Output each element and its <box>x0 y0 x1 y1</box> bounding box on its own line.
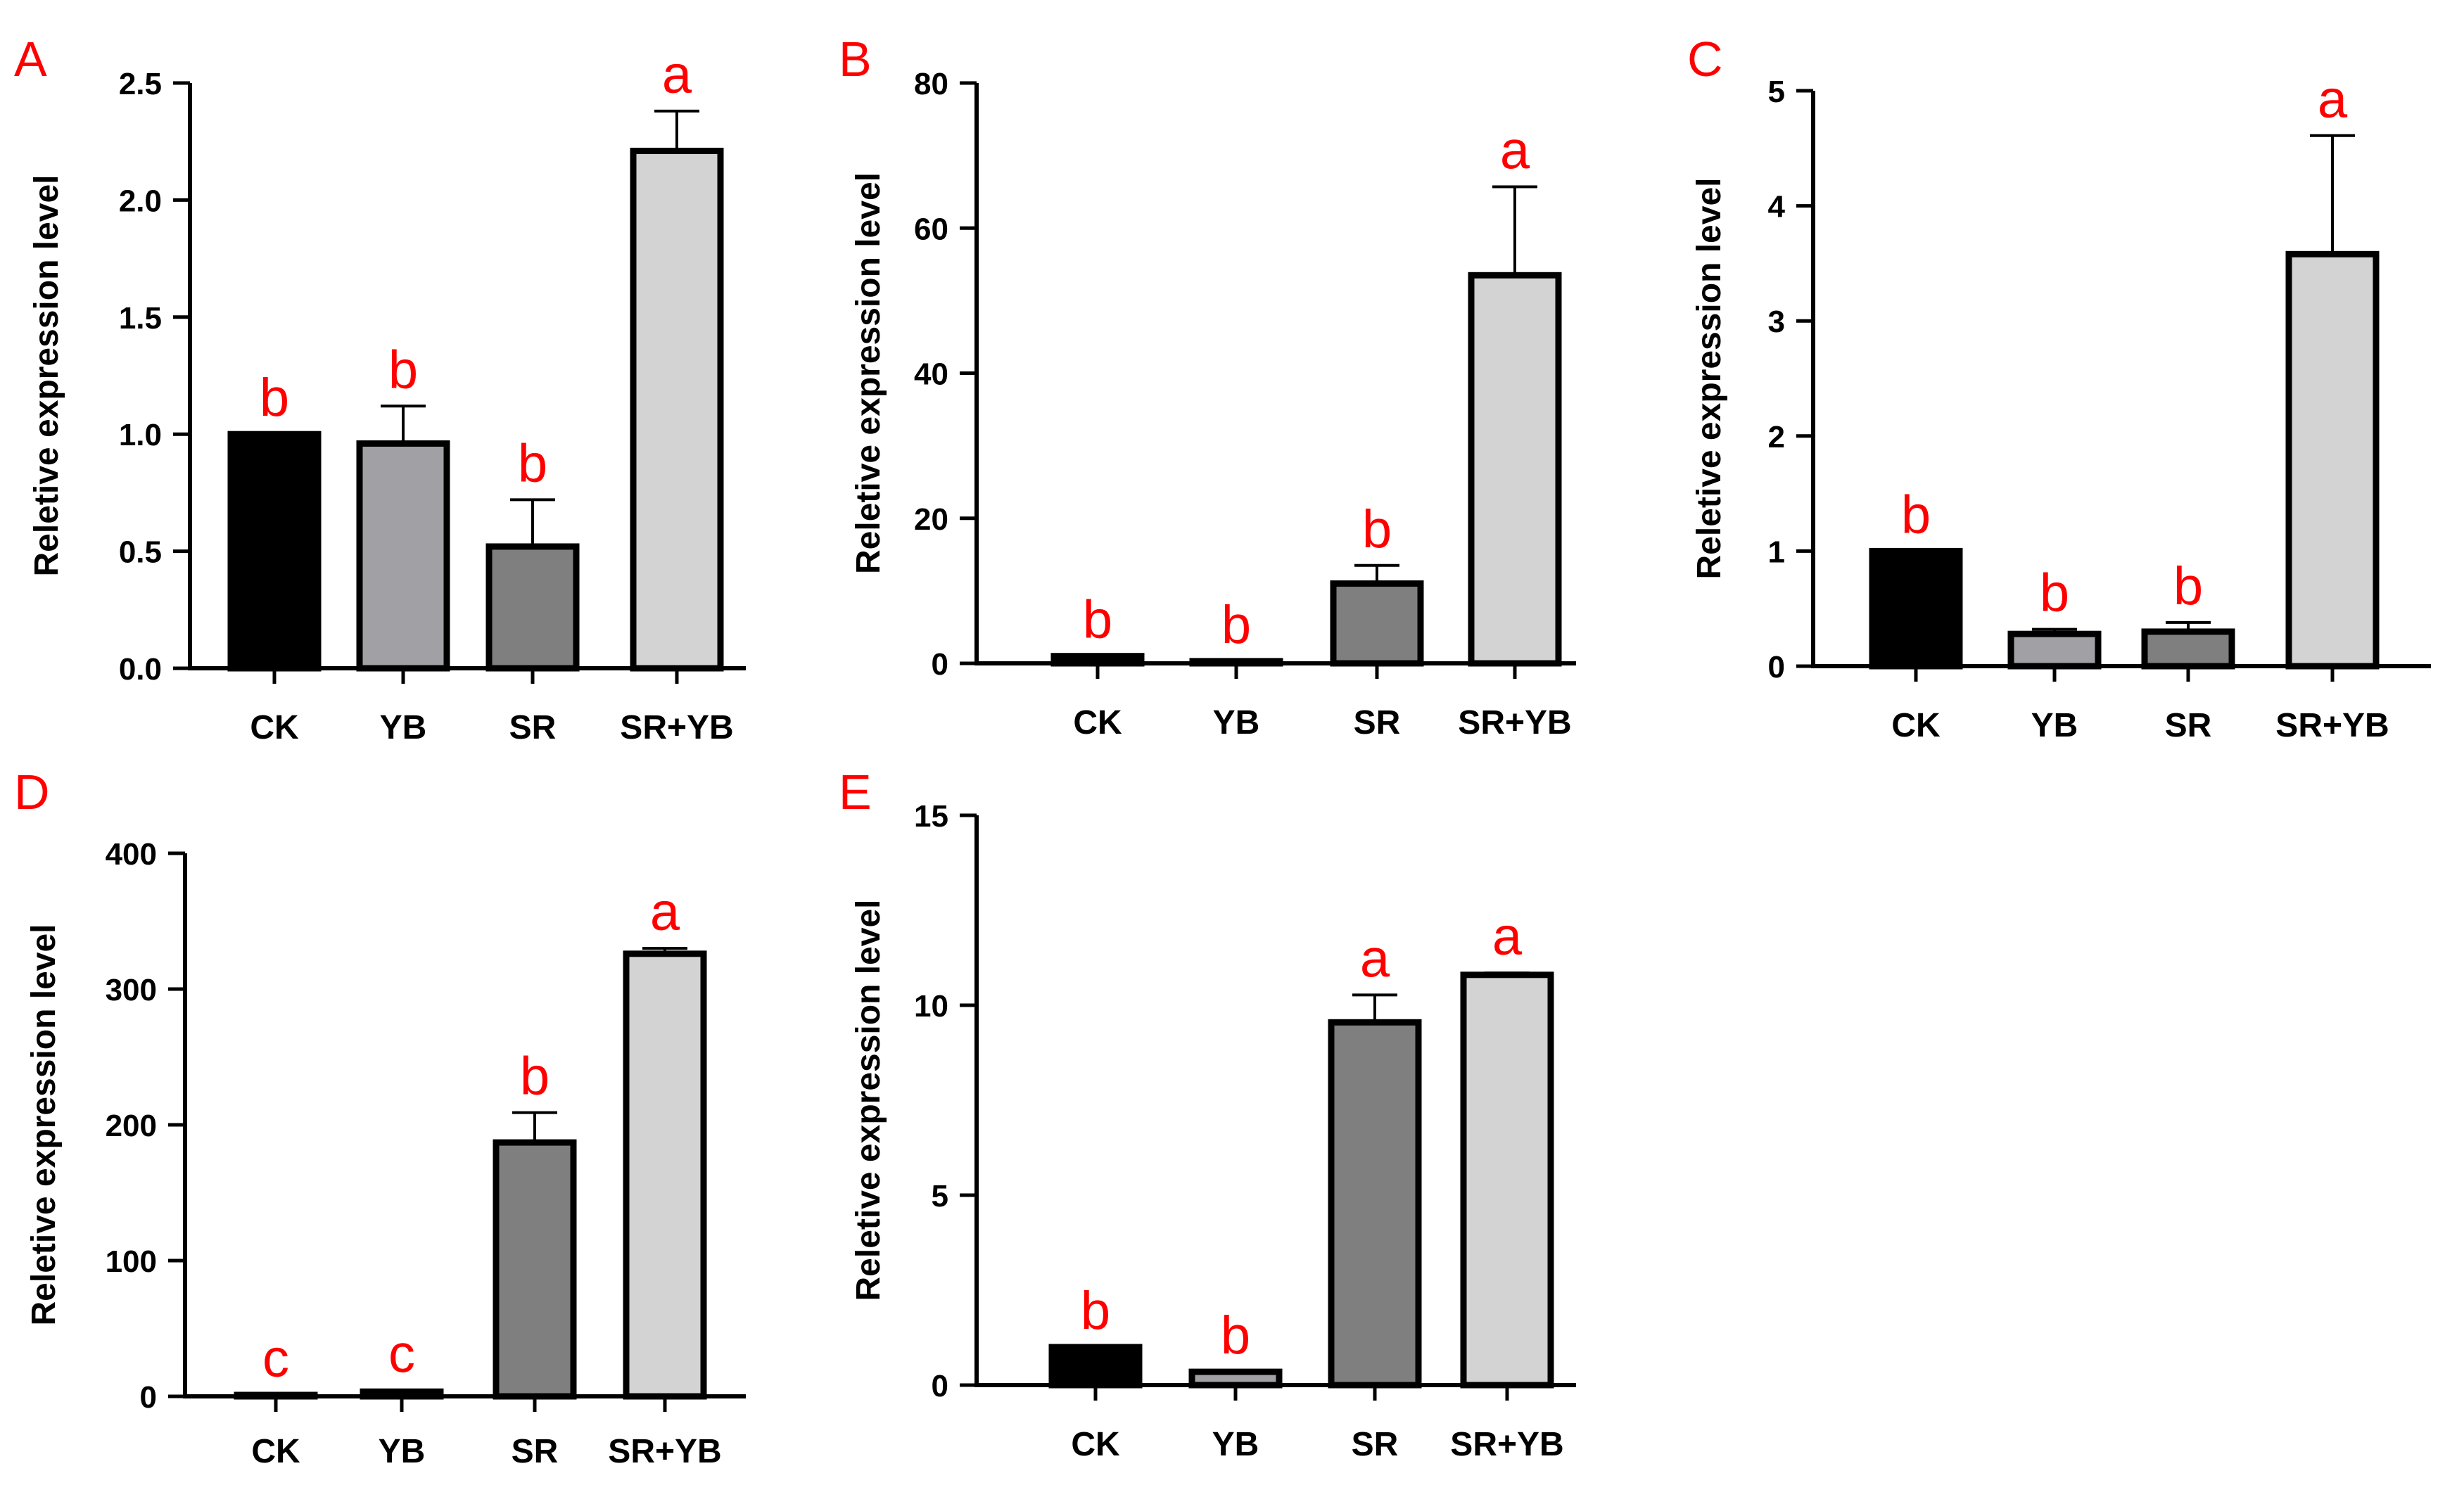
y-tick-label: 60 <box>914 212 948 246</box>
y-tick-label: 5 <box>932 1179 948 1213</box>
category-label: SR+YB <box>1458 704 1571 741</box>
category-label: CK <box>1891 707 1941 744</box>
bar <box>2007 630 2102 670</box>
significance-letter: b <box>260 368 289 428</box>
panel-c: Cb CK b YB b SR a SR+YB 0 1 2 3 4 5 Reletive expressio… <box>1687 32 2431 744</box>
y-tick-label: 5 <box>1768 75 1785 109</box>
y-tick-label: 1.0 <box>119 418 162 452</box>
significance-letter: a <box>1500 120 1530 180</box>
bar <box>1869 547 1963 670</box>
y-tick-label: 10 <box>914 989 948 1024</box>
bar <box>227 431 322 672</box>
category-label: CK <box>250 709 299 746</box>
category-label: CK <box>1073 704 1122 741</box>
category-label: SR+YB <box>2275 707 2389 744</box>
significance-letter: b <box>518 433 547 493</box>
y-tick-label: 20 <box>914 502 948 537</box>
panel-letter: D <box>14 765 50 820</box>
category-label: CK <box>251 1433 300 1470</box>
category-label: SR <box>2165 707 2212 744</box>
bar <box>485 543 580 672</box>
y-axis-title: Reletive expression level <box>850 900 887 1301</box>
y-axis-title: Reletive expression level <box>1691 178 1728 580</box>
bar <box>2141 628 2235 670</box>
bar <box>1330 580 1424 667</box>
category-label: SR <box>1354 704 1401 741</box>
panel-b: Bb CK b YB b SR a SR+YB 0 20 40 60 80 Reletive expres… <box>839 32 1576 741</box>
category-label: SR <box>509 709 557 746</box>
significance-letter: a <box>1492 907 1523 967</box>
y-tick-label: 4 <box>1768 190 1786 224</box>
significance-letter: b <box>520 1047 550 1107</box>
y-tick-label: 400 <box>106 837 157 872</box>
y-tick-label: 0 <box>1768 650 1785 684</box>
y-tick-label: 0 <box>932 1369 948 1403</box>
significance-letter: b <box>1901 485 1931 544</box>
y-tick-label: 40 <box>914 357 948 392</box>
y-tick-label: 80 <box>914 67 948 101</box>
category-label: YB <box>1212 1426 1259 1463</box>
significance-letter: a <box>662 45 692 105</box>
bar <box>623 950 707 1400</box>
category-label: CK <box>1071 1426 1120 1463</box>
bar <box>2285 250 2380 670</box>
significance-letter: c <box>262 1329 289 1389</box>
y-tick-label: 0 <box>932 647 948 682</box>
significance-letter: b <box>2173 556 2203 616</box>
category-label: SR+YB <box>1450 1426 1563 1463</box>
category-label: SR+YB <box>608 1433 721 1470</box>
y-tick-label: 0.5 <box>119 535 162 570</box>
significance-letter: a <box>2318 70 2348 129</box>
category-label: YB <box>1213 704 1260 741</box>
category-label: YB <box>379 1433 426 1470</box>
bar <box>356 440 450 672</box>
bar <box>1048 1344 1143 1389</box>
panel-d: Dc CK c YB b SR a SR+YB 0 100 200 300 400 Reletive ex… <box>14 765 746 1470</box>
y-tick-label: 1.5 <box>119 301 162 336</box>
significance-letter: b <box>2040 563 2069 623</box>
y-tick-label: 300 <box>106 973 157 1007</box>
y-axis-title: Reletive expression level <box>850 172 887 574</box>
y-tick-label: 100 <box>106 1244 157 1279</box>
y-tick-label: 0 <box>140 1380 157 1415</box>
y-axis-title: Reletive expression level <box>25 924 63 1326</box>
panel-a: Ab CK b YB b SR a SR+YB 0.0 0.5 1.0 1.5 2.0 2.5 Releti… <box>14 32 746 746</box>
y-tick-label: 0.0 <box>119 652 162 687</box>
bar <box>1460 971 1554 1389</box>
significance-letter: b <box>1221 1306 1250 1365</box>
bar <box>493 1139 577 1400</box>
bar <box>1328 1019 1422 1389</box>
y-tick-label: 2 <box>1768 420 1785 454</box>
significance-letter: b <box>1083 590 1112 650</box>
y-tick-label: 1 <box>1768 535 1785 569</box>
panel-letter: A <box>14 32 47 87</box>
significance-letter: b <box>1362 499 1392 559</box>
bar <box>1468 272 1562 667</box>
panel-letter: C <box>1687 32 1723 87</box>
y-tick-label: 2.0 <box>119 184 162 218</box>
y-tick-label: 3 <box>1768 305 1785 339</box>
significance-letter: a <box>1360 929 1390 988</box>
category-label: SR <box>1352 1426 1399 1463</box>
y-tick-label: 2.5 <box>119 67 162 101</box>
significance-letter: b <box>1081 1281 1110 1341</box>
bar <box>630 148 724 672</box>
panel-letter: E <box>839 765 872 820</box>
significance-letter: b <box>388 340 418 400</box>
significance-letter: b <box>1221 595 1251 655</box>
category-label: SR+YB <box>620 709 733 746</box>
significance-letter: a <box>650 882 680 942</box>
panel-e: Eb CK b YB a SR a SR+YB 0 5 10 15 Reletive expressio… <box>839 765 1576 1463</box>
y-tick-label: 200 <box>106 1109 157 1143</box>
y-tick-label: 15 <box>914 799 948 834</box>
category-label: SR <box>512 1433 559 1470</box>
category-label: YB <box>2031 707 2078 744</box>
panel-letter: B <box>839 32 872 87</box>
category-label: YB <box>380 709 427 746</box>
significance-letter: c <box>388 1324 415 1384</box>
y-axis-title: Reletive expression level <box>28 175 65 577</box>
